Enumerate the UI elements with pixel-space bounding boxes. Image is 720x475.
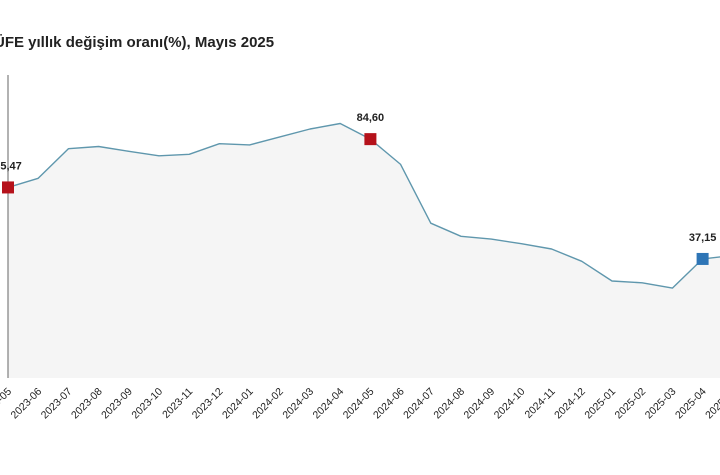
x-tick-label-2024-01: 2024-01 xyxy=(220,386,256,422)
x-tick-label-2024-07: 2024-07 xyxy=(401,386,437,422)
x-tick-label-2024-12: 2024-12 xyxy=(552,386,588,422)
data-label-layer: 65,47 84,60 37,15 xyxy=(0,112,716,244)
x-tick-label-2024-11: 2024-11 xyxy=(523,386,558,421)
x-tick-label-2025-05: 2025-05 xyxy=(703,386,720,422)
x-tick-label-2024-05: 2024-05 xyxy=(341,386,377,422)
x-tick-label-2023-10: 2023-10 xyxy=(129,386,165,422)
data-point-marker-2024-05 xyxy=(364,133,377,146)
data-point-marker-2025-04 xyxy=(696,252,709,265)
data-label-2024-05: 84,60 xyxy=(357,112,385,124)
x-tick-label-2024-10: 2024-10 xyxy=(492,386,528,422)
x-tick-label-2024-03: 2024-03 xyxy=(280,386,316,422)
x-tick-label-2024-04: 2024-04 xyxy=(311,386,347,422)
x-tick-label-2023-07: 2023-07 xyxy=(39,386,75,422)
x-tick-layer: 2023-052023-062023-072023-082023-092023-… xyxy=(0,386,720,422)
data-label-2025-04: 37,15 xyxy=(689,232,717,244)
area-fill-layer xyxy=(8,123,720,378)
x-tick-label-2025-01: 2025-01 xyxy=(582,386,618,422)
x-tick-label-2024-08: 2024-08 xyxy=(431,386,467,422)
data-point-marker-2023-05 xyxy=(2,181,14,194)
area-fill xyxy=(8,123,720,378)
x-tick-label-2023-06: 2023-06 xyxy=(9,386,45,422)
x-tick-label-2023-09: 2023-09 xyxy=(99,386,135,422)
x-tick-label-2025-02: 2025-02 xyxy=(613,386,649,422)
chart-title: ÜFE yıllık değişim oranı(%), Mayıs 2025 xyxy=(0,34,275,51)
x-tick-label-2024-02: 2024-02 xyxy=(250,386,286,422)
x-tick-label-2024-06: 2024-06 xyxy=(371,386,407,422)
marker-layer xyxy=(2,133,709,265)
x-tick-label-2025-04: 2025-04 xyxy=(673,386,709,422)
x-tick-label-2025-03: 2025-03 xyxy=(643,386,679,422)
data-label-2023-05: 65,47 xyxy=(0,160,22,172)
x-tick-label-2024-09: 2024-09 xyxy=(462,386,498,422)
x-tick-label-2023-08: 2023-08 xyxy=(69,386,105,422)
x-tick-label-2023-11: 2023-11 xyxy=(160,386,195,421)
x-tick-label-2023-12: 2023-12 xyxy=(190,386,226,422)
